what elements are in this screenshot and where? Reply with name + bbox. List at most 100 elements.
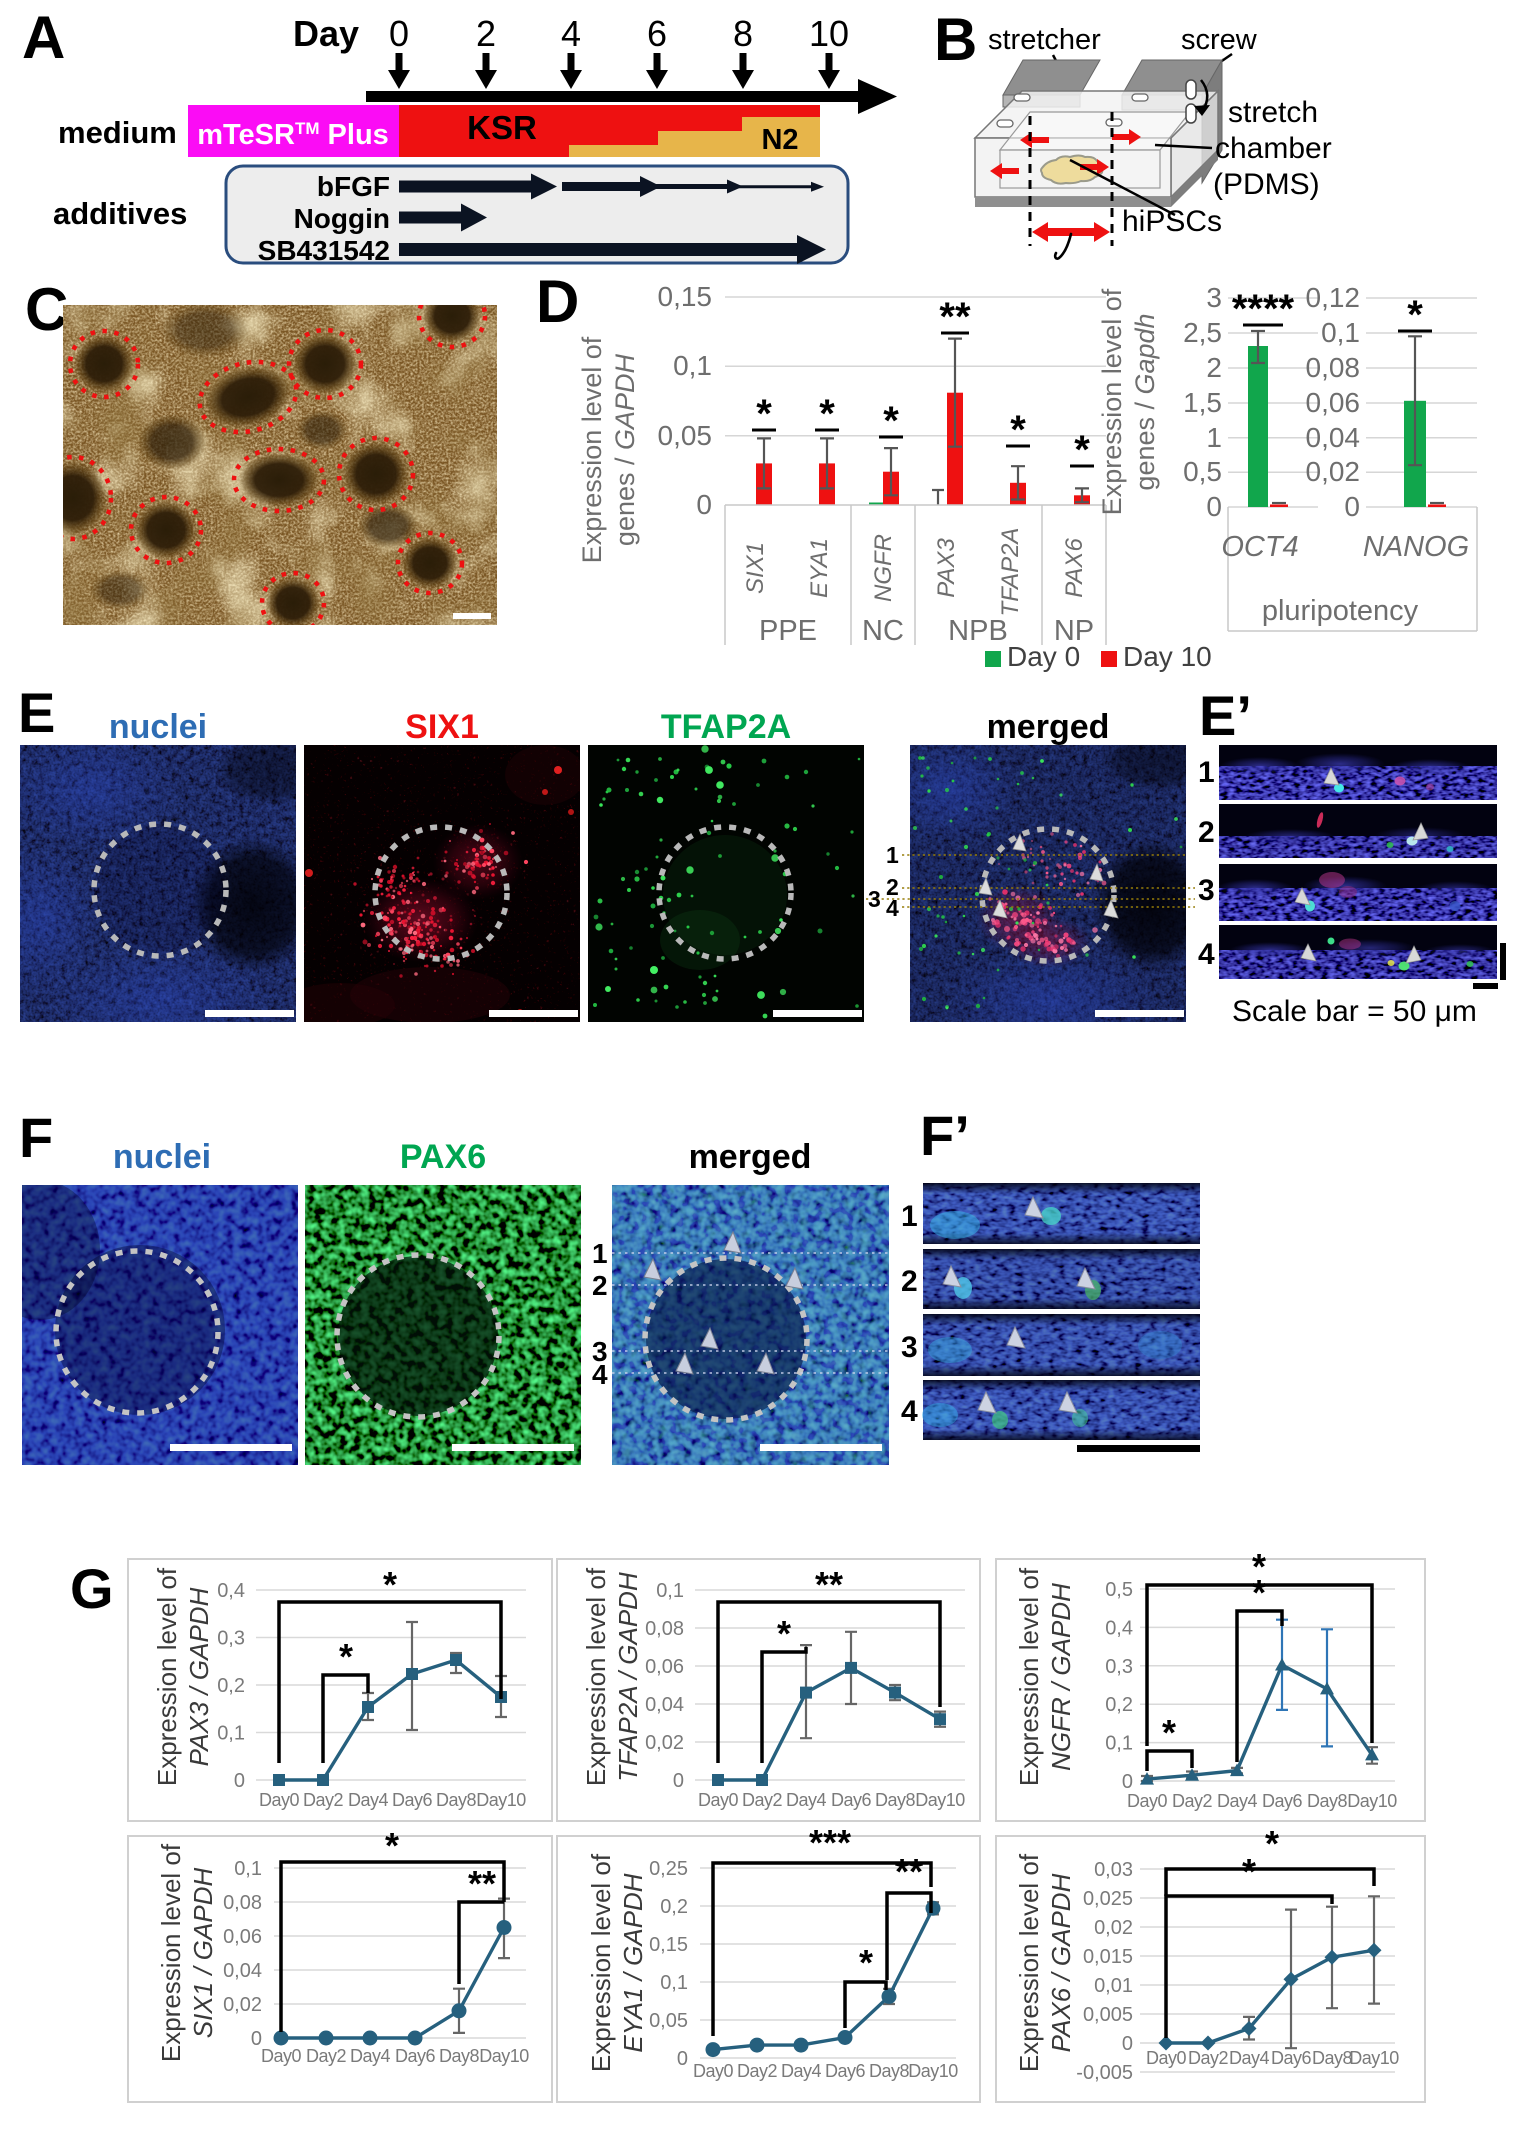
svg-text:Expression level of: Expression level of (152, 1567, 182, 1786)
svg-text:*: * (883, 399, 899, 443)
svg-text:2: 2 (901, 1265, 918, 1298)
svg-text:C: C (25, 276, 68, 343)
svg-text:B: B (934, 6, 977, 73)
svg-text:medium: medium (58, 115, 177, 150)
svg-text:PAX6: PAX6 (400, 1138, 486, 1176)
svg-text:0,15: 0,15 (649, 1934, 688, 1956)
svg-text:Day10: Day10 (479, 2046, 529, 2066)
svg-text:SIX1: SIX1 (405, 708, 479, 746)
svg-text:Day8: Day8 (869, 2061, 910, 2081)
svg-text:0,1: 0,1 (673, 350, 712, 381)
svg-text:additives: additives (53, 196, 187, 231)
svg-text:3: 3 (1206, 282, 1222, 313)
svg-text:***: *** (809, 1822, 851, 1863)
svg-text:2: 2 (1206, 352, 1222, 383)
svg-text:2: 2 (476, 13, 496, 54)
svg-text:Day6: Day6 (1262, 1791, 1303, 1811)
svg-text:0,2: 0,2 (1105, 1694, 1133, 1716)
svg-text:0,1: 0,1 (1321, 317, 1360, 348)
svg-text:Day6: Day6 (395, 2046, 436, 2066)
svg-text:*: * (1010, 408, 1026, 452)
svg-text:*: * (819, 392, 835, 436)
svg-text:0,2: 0,2 (660, 1896, 688, 1918)
svg-text:Expression level of: Expression level of (156, 1843, 186, 2062)
svg-text:2,5: 2,5 (1183, 317, 1222, 348)
svg-text:Day6: Day6 (831, 1790, 872, 1810)
svg-text:0,15: 0,15 (658, 281, 713, 312)
svg-text:TFAP2A: TFAP2A (997, 528, 1024, 617)
svg-text:0,025: 0,025 (1083, 1888, 1133, 1910)
svg-text:0: 0 (673, 1770, 684, 1792)
svg-text:Day8: Day8 (875, 1790, 916, 1810)
svg-text:genes / GAPDH: genes / GAPDH (610, 353, 640, 546)
svg-text:F’: F’ (920, 1104, 970, 1167)
svg-text:A: A (22, 4, 65, 71)
svg-text:Day2: Day2 (1172, 1791, 1213, 1811)
svg-text:10: 10 (809, 13, 849, 54)
svg-text:G: G (70, 1557, 114, 1620)
svg-text:Expression level of: Expression level of (586, 1853, 616, 2072)
svg-text:mTeSRTM Plus: mTeSRTM Plus (197, 119, 389, 151)
svg-text:0,02: 0,02 (223, 1994, 262, 2016)
svg-text:**: ** (468, 1863, 496, 1904)
svg-text:3: 3 (592, 1336, 608, 1367)
svg-text:Day10: Day10 (476, 1790, 526, 1810)
svg-text:1: 1 (1206, 422, 1222, 453)
svg-text:Day 10: Day 10 (1123, 641, 1212, 672)
svg-text:Day0: Day0 (1127, 1791, 1168, 1811)
svg-text:NP: NP (1054, 615, 1094, 647)
svg-text:0,015: 0,015 (1083, 1946, 1133, 1968)
svg-text:0,1: 0,1 (1105, 1733, 1133, 1755)
svg-text:nuclei: nuclei (113, 1138, 211, 1176)
svg-text:E: E (18, 681, 55, 744)
svg-text:*: * (339, 1636, 353, 1677)
svg-text:Day10: Day10 (908, 2061, 958, 2081)
svg-text:**: ** (815, 1564, 843, 1605)
svg-text:0,02: 0,02 (1094, 1917, 1133, 1939)
svg-text:Day2: Day2 (1188, 2048, 1229, 2068)
svg-text:hiPSCs: hiPSCs (1122, 205, 1222, 238)
svg-text:PPE: PPE (759, 615, 817, 647)
svg-text:0,3: 0,3 (1105, 1656, 1133, 1678)
svg-text:2: 2 (592, 1270, 608, 1301)
svg-text:Day: Day (293, 13, 359, 54)
svg-text:N2: N2 (761, 124, 798, 156)
svg-text:****: **** (1232, 287, 1295, 331)
svg-text:SB431542: SB431542 (258, 235, 390, 266)
svg-text:screw: screw (1181, 24, 1258, 56)
svg-text:*: * (385, 1825, 399, 1866)
svg-text:0,1: 0,1 (234, 1858, 262, 1880)
svg-text:*: * (1252, 1572, 1266, 1613)
svg-text:Day4: Day4 (786, 1790, 827, 1810)
svg-text:Day 0: Day 0 (1007, 641, 1080, 672)
svg-text:EYA1 / GAPDH: EYA1 / GAPDH (618, 1873, 648, 2052)
svg-text:4: 4 (1198, 938, 1215, 971)
svg-text:1,5: 1,5 (1183, 387, 1222, 418)
svg-text:NPB: NPB (948, 615, 1008, 647)
svg-text:Day10: Day10 (915, 1790, 965, 1810)
svg-text:Day4: Day4 (781, 2061, 822, 2081)
svg-text:*: * (1162, 1712, 1176, 1753)
svg-text:Day2: Day2 (737, 2061, 778, 2081)
svg-text:0,4: 0,4 (217, 1580, 245, 1602)
svg-text:0: 0 (1344, 491, 1360, 522)
svg-text:Day4: Day4 (1217, 1791, 1258, 1811)
svg-text:Day2: Day2 (303, 1790, 344, 1810)
svg-text:EYA1: EYA1 (806, 538, 833, 598)
svg-text:Day10: Day10 (1347, 1791, 1397, 1811)
svg-text:0: 0 (1206, 491, 1222, 522)
svg-text:-0,005: -0,005 (1076, 2062, 1133, 2084)
svg-text:4: 4 (901, 1395, 918, 1428)
svg-text:2: 2 (886, 874, 899, 900)
svg-text:*: * (1074, 428, 1090, 472)
svg-text:0,04: 0,04 (1306, 422, 1361, 453)
svg-text:0,08: 0,08 (645, 1618, 684, 1640)
svg-text:merged: merged (689, 1138, 812, 1176)
svg-text:0,005: 0,005 (1083, 2004, 1133, 2026)
svg-text:*: * (756, 392, 772, 436)
svg-text:0,05: 0,05 (649, 2010, 688, 2032)
svg-text:1: 1 (1198, 756, 1215, 789)
svg-text:genes / Gapdh: genes / Gapdh (1130, 313, 1160, 490)
svg-text:TFAP2A / GAPDH: TFAP2A / GAPDH (613, 1572, 643, 1782)
svg-text:PAX6: PAX6 (1061, 538, 1088, 598)
